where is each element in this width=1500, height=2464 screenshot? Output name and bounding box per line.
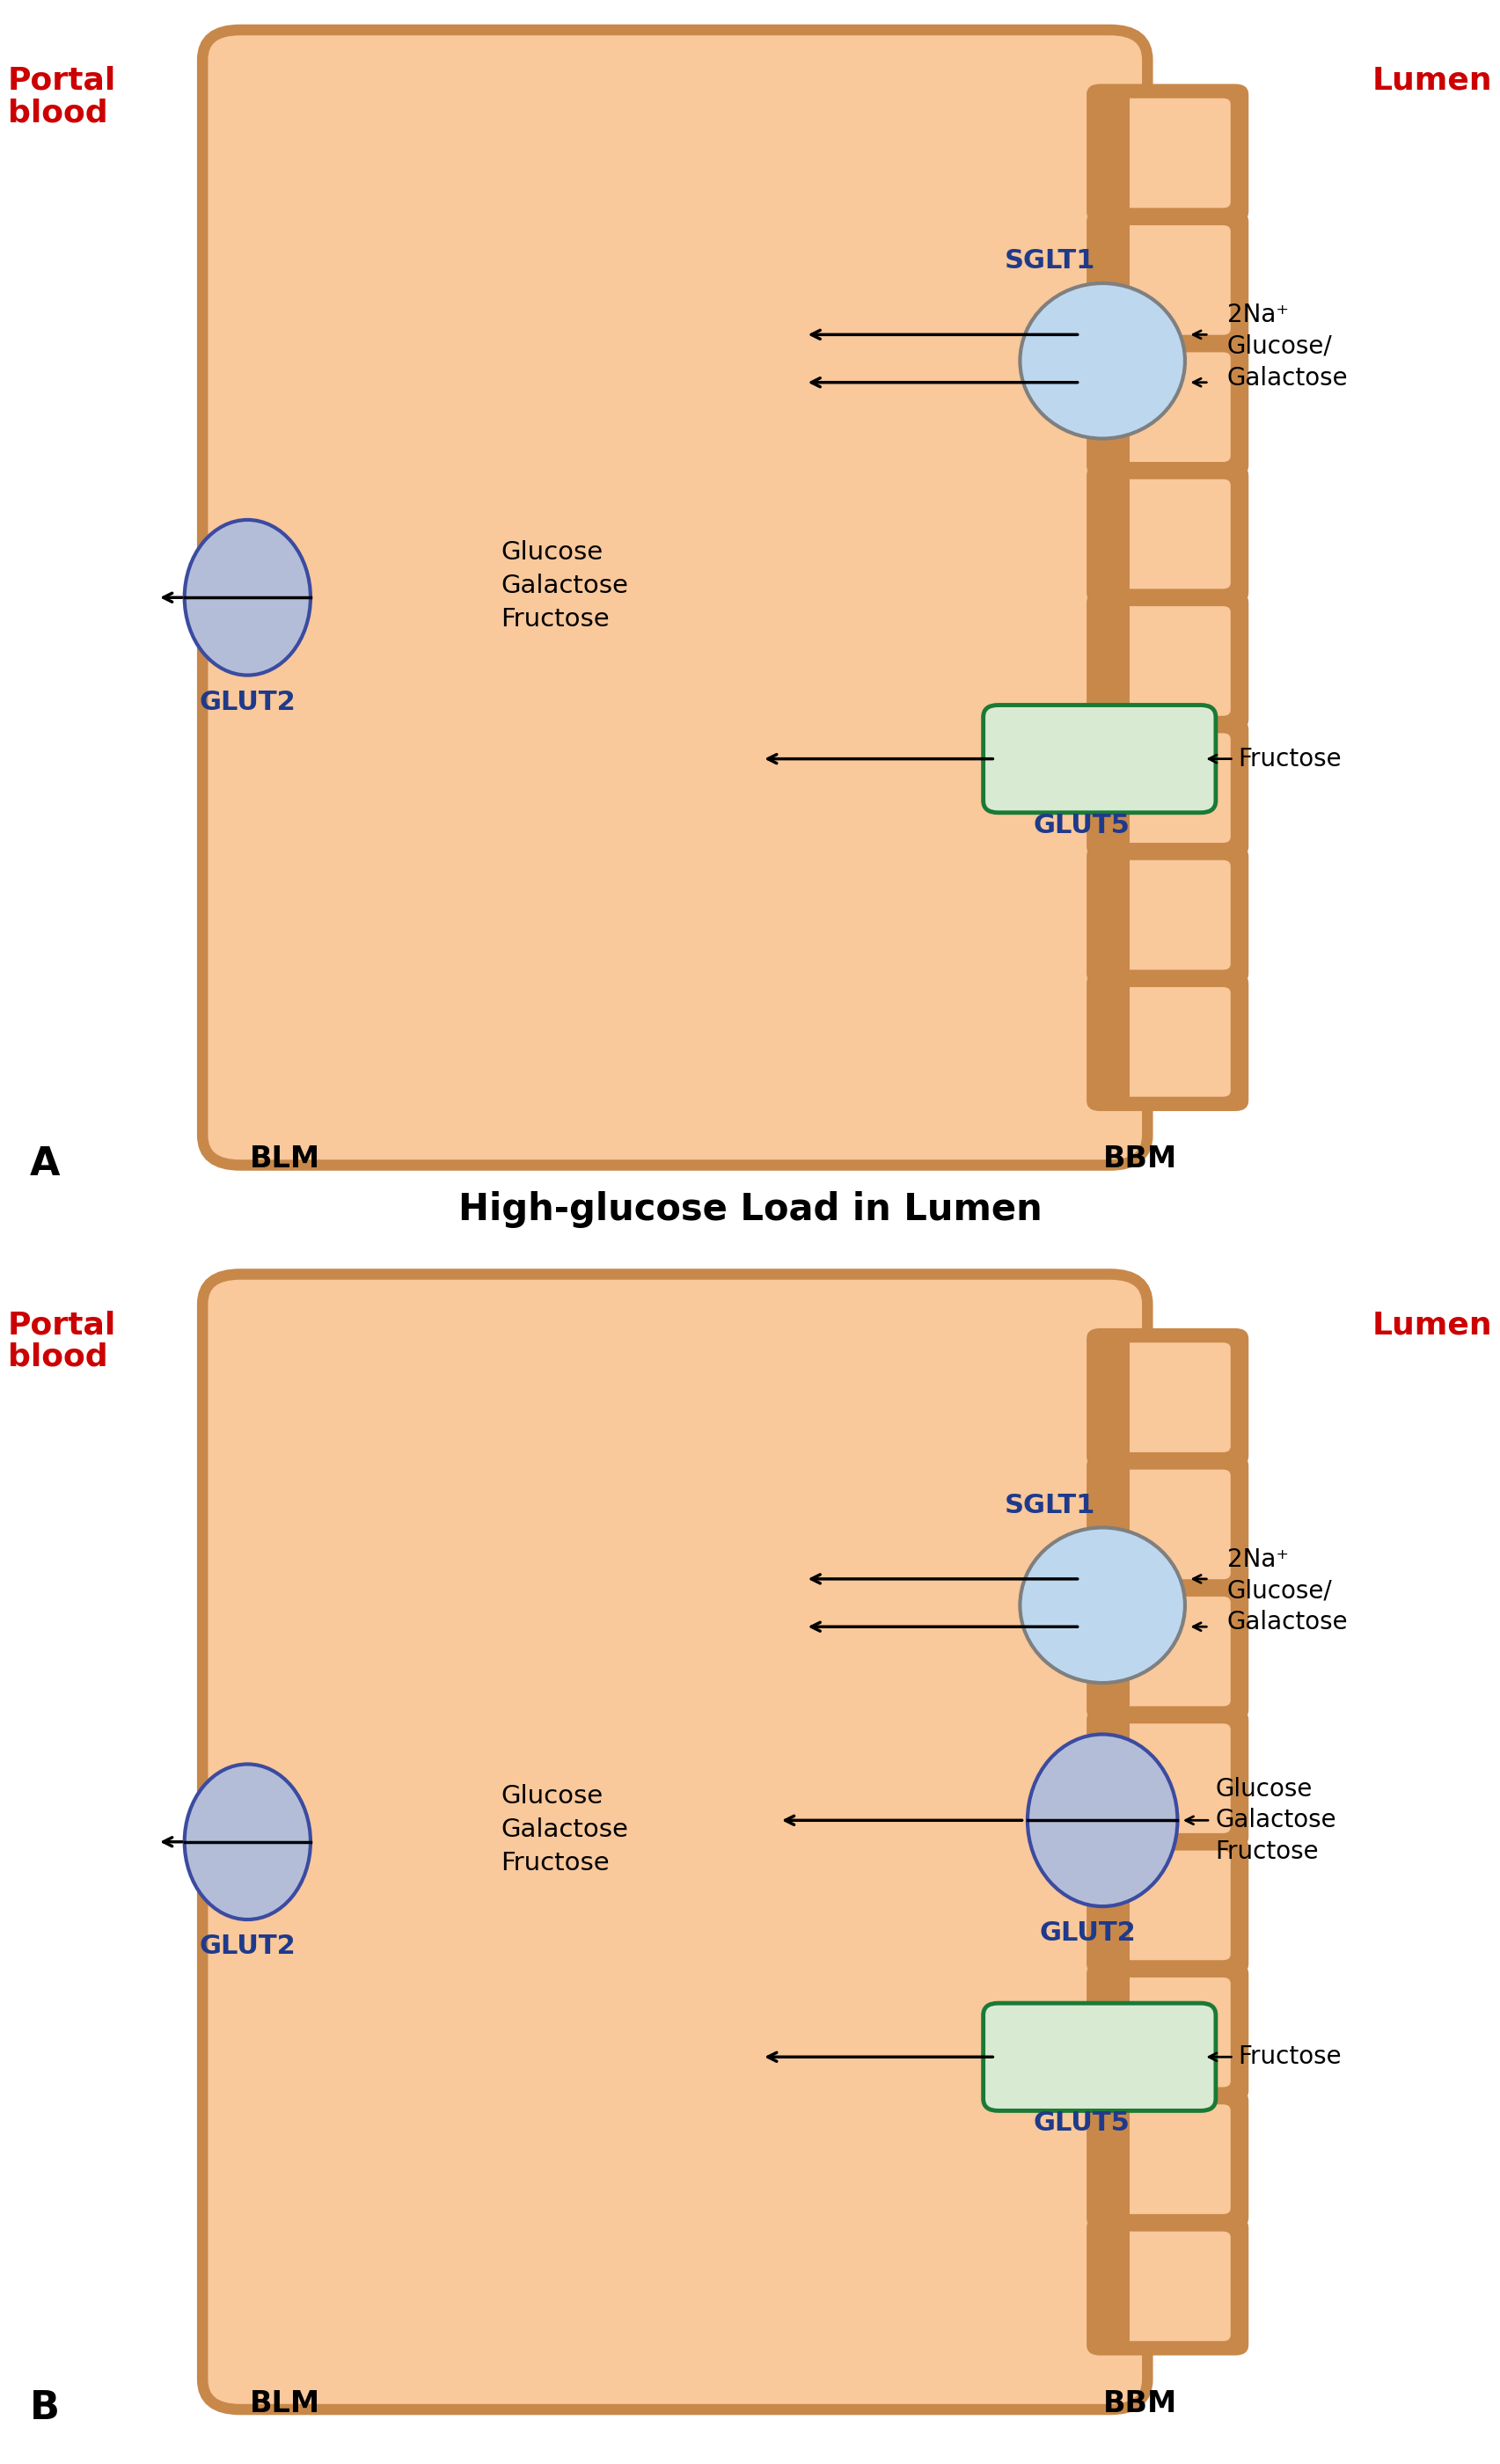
FancyBboxPatch shape xyxy=(1086,84,1248,222)
Text: Portal
blood: Portal blood xyxy=(8,1311,116,1372)
FancyBboxPatch shape xyxy=(1104,606,1230,717)
FancyBboxPatch shape xyxy=(984,705,1216,813)
Text: SGLT1: SGLT1 xyxy=(1005,249,1095,274)
Ellipse shape xyxy=(184,1764,310,1919)
FancyBboxPatch shape xyxy=(202,30,1148,1165)
Bar xyxy=(1088,1333,1130,2351)
FancyBboxPatch shape xyxy=(1104,2232,1230,2341)
Text: GLUT5: GLUT5 xyxy=(1034,2112,1130,2136)
Text: 2Na⁺
Glucose/
Galactose: 2Na⁺ Glucose/ Galactose xyxy=(1227,303,1348,389)
Text: Lumen: Lumen xyxy=(1372,1311,1492,1340)
FancyBboxPatch shape xyxy=(1104,1597,1230,1705)
FancyBboxPatch shape xyxy=(1086,338,1248,476)
Text: BLM: BLM xyxy=(250,2390,319,2417)
Bar xyxy=(1088,89,1130,1106)
FancyBboxPatch shape xyxy=(1104,99,1230,207)
FancyBboxPatch shape xyxy=(1104,1979,1230,2087)
FancyBboxPatch shape xyxy=(1086,2218,1248,2356)
FancyBboxPatch shape xyxy=(1086,1328,1248,1466)
Text: GLUT2: GLUT2 xyxy=(200,690,296,715)
Text: A: A xyxy=(30,1146,60,1183)
Text: B: B xyxy=(30,2390,60,2427)
Text: Glucose
Galactose
Fructose: Glucose Galactose Fructose xyxy=(501,1784,628,1875)
Ellipse shape xyxy=(1028,1735,1178,1907)
FancyBboxPatch shape xyxy=(1104,988,1230,1096)
FancyBboxPatch shape xyxy=(1104,1722,1230,1833)
Text: BBM: BBM xyxy=(1102,1146,1178,1173)
Text: 2Na⁺
Glucose/
Galactose: 2Na⁺ Glucose/ Galactose xyxy=(1227,1547,1348,1634)
FancyBboxPatch shape xyxy=(1086,1710,1248,1848)
Ellipse shape xyxy=(1020,1528,1185,1683)
FancyBboxPatch shape xyxy=(1104,1343,1230,1451)
FancyBboxPatch shape xyxy=(1104,1850,1230,1961)
Bar xyxy=(1088,1333,1130,2351)
Ellipse shape xyxy=(1020,283,1185,439)
Text: SGLT1: SGLT1 xyxy=(1005,1493,1095,1518)
Bar xyxy=(1088,89,1130,1106)
FancyBboxPatch shape xyxy=(1086,1456,1248,1594)
FancyBboxPatch shape xyxy=(984,2003,1216,2112)
Text: GLUT2: GLUT2 xyxy=(1039,1922,1136,1947)
Text: BBM: BBM xyxy=(1102,2390,1178,2417)
FancyBboxPatch shape xyxy=(1086,1582,1248,1720)
Text: Fructose: Fructose xyxy=(1239,747,1341,771)
FancyBboxPatch shape xyxy=(1086,591,1248,729)
FancyBboxPatch shape xyxy=(1086,845,1248,983)
FancyBboxPatch shape xyxy=(1086,973,1248,1111)
FancyBboxPatch shape xyxy=(1104,1469,1230,1579)
FancyBboxPatch shape xyxy=(202,1274,1148,2410)
FancyBboxPatch shape xyxy=(1086,212,1248,350)
FancyBboxPatch shape xyxy=(1086,1836,1248,1974)
FancyBboxPatch shape xyxy=(1086,719,1248,857)
Title: High-glucose Load in Lumen: High-glucose Load in Lumen xyxy=(458,1190,1042,1227)
FancyBboxPatch shape xyxy=(1086,2089,1248,2227)
FancyBboxPatch shape xyxy=(1104,734,1230,843)
Text: GLUT5: GLUT5 xyxy=(1034,813,1130,838)
FancyBboxPatch shape xyxy=(1104,224,1230,335)
Text: Fructose: Fructose xyxy=(1239,2045,1341,2070)
FancyBboxPatch shape xyxy=(1086,1964,1248,2102)
FancyBboxPatch shape xyxy=(1104,352,1230,461)
Text: BLM: BLM xyxy=(250,1146,319,1173)
Text: Portal
blood: Portal blood xyxy=(8,67,116,128)
FancyBboxPatch shape xyxy=(1104,2104,1230,2215)
Text: Lumen: Lumen xyxy=(1372,67,1492,96)
FancyBboxPatch shape xyxy=(1104,478,1230,589)
Text: GLUT2: GLUT2 xyxy=(200,1934,296,1959)
FancyBboxPatch shape xyxy=(1086,466,1248,604)
Text: Glucose
Galactose
Fructose: Glucose Galactose Fructose xyxy=(501,540,628,631)
Text: Glucose
Galactose
Fructose: Glucose Galactose Fructose xyxy=(1215,1777,1337,1865)
FancyBboxPatch shape xyxy=(1104,860,1230,971)
Ellipse shape xyxy=(184,520,310,675)
